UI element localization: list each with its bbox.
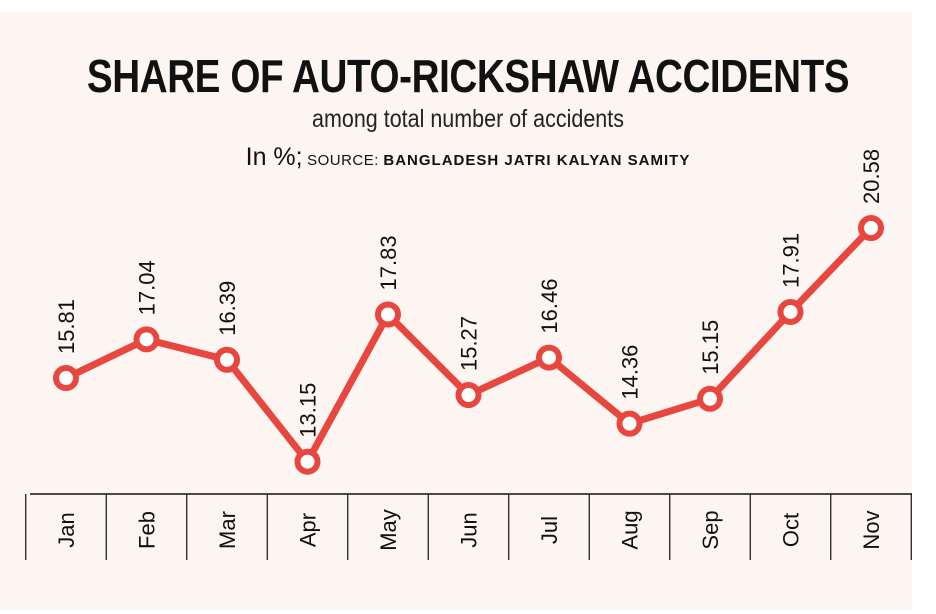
x-tick-label: Aug — [618, 510, 643, 549]
data-point — [214, 346, 240, 373]
data-label-group: 15.81 17.04 16.39 13.15 17.83 15.27 16.46 14.36… — [54, 149, 884, 438]
chart-card — [0, 12, 912, 610]
x-axis: Jan Feb Mar Apr May Jun Jul Aug Sep Oct Nov — [25, 493, 912, 560]
source-name: BANGLADESH JATRI KALYAN SAMITY — [383, 152, 691, 169]
data-point-group — [53, 215, 884, 475]
data-point — [616, 410, 643, 437]
data-label: 17.83 — [376, 235, 401, 290]
x-tick-label: Feb — [135, 511, 160, 549]
x-tick-label: Jan — [54, 512, 79, 547]
data-point — [858, 215, 884, 241]
x-tick-label: Jun — [457, 512, 482, 547]
x-tick-label: Sep — [698, 510, 723, 549]
data-label: 15.27 — [457, 316, 482, 371]
data-label: 17.04 — [135, 260, 160, 315]
x-tick-label: Jul — [537, 516, 562, 544]
data-point — [697, 385, 723, 412]
data-label: 14.36 — [618, 345, 643, 400]
x-tick-label: Oct — [779, 513, 804, 547]
data-point — [133, 326, 160, 353]
x-tick-label: Nov — [859, 510, 884, 549]
data-point — [375, 301, 401, 328]
data-label: 16.39 — [215, 281, 240, 336]
chart-title: SHARE OF AUTO-RICKSHAW ACCIDENTS — [86, 50, 850, 102]
x-tick-label: May — [376, 509, 401, 551]
data-point — [294, 448, 321, 475]
data-point — [53, 365, 79, 392]
chart-source: In %; SOURCE: BANGLADESH JATRI KALYAN SA… — [0, 142, 936, 176]
x-tick-label: Apr — [296, 513, 321, 547]
data-point — [536, 344, 562, 371]
data-label: 13.15 — [296, 383, 321, 438]
data-label: 16.46 — [537, 279, 562, 334]
data-point — [455, 382, 482, 409]
data-label: 17.91 — [779, 233, 804, 288]
data-label: 15.15 — [698, 320, 723, 375]
x-tick-label: Mar — [215, 511, 240, 549]
data-label: 20.58 — [859, 149, 884, 204]
source-label: SOURCE: — [307, 152, 379, 169]
chart-subtitle: among total number of accidents — [312, 105, 624, 133]
data-label: 15.81 — [54, 299, 79, 354]
unit-label: In %; — [245, 143, 303, 171]
data-point — [777, 298, 804, 325]
